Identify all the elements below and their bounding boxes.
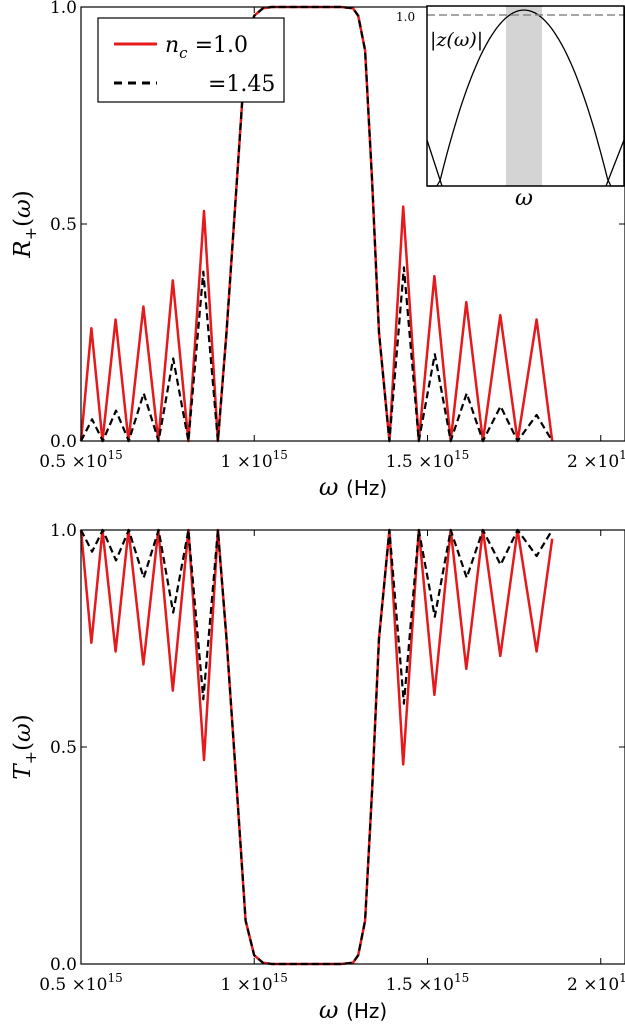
- legend: nc =1.0 =1.45: [97, 17, 285, 103]
- legend-box: [97, 17, 285, 103]
- x-tick-label: 2 ×1015: [567, 971, 625, 995]
- y-tick-label: 0.0: [50, 432, 77, 452]
- legend-label-nc-1-45: =1.45: [208, 72, 275, 97]
- y-tick-label: 1.0: [50, 521, 77, 541]
- inset-curve-left-branch: [426, 139, 443, 187]
- inset-xlabel: ω: [515, 186, 533, 211]
- x-tick-label: 0.5 ×1015: [39, 971, 123, 995]
- legend-label-nc-1-0: nc =1.0: [165, 33, 248, 62]
- x-tick-label: 2 ×1015: [567, 448, 625, 472]
- inset-curve-right-branch: [605, 139, 625, 187]
- y-tick-label: 0.5: [50, 738, 77, 758]
- inset-frame: [426, 5, 625, 187]
- x-axis-label: ω (Hz): [319, 473, 387, 501]
- inset: 1.0 |z(ω)| ω: [396, 5, 625, 211]
- y-tick-label: 0.0: [50, 955, 77, 975]
- reflectance-panel: 0.0 0.5 1.0 0.5 ×1015 1 ×1015 1.5 ×1015 2 ×101…: [10, 0, 625, 501]
- y-tick-label: 0.5: [50, 215, 77, 235]
- x-tick-label: 1 ×1015: [221, 448, 288, 472]
- x-tick-label: 1.5 ×1015: [386, 971, 470, 995]
- y-tick-label: 1.0: [50, 0, 77, 18]
- inset-shaded-band: [506, 6, 542, 186]
- y-axis-label: R+(ω): [10, 190, 40, 258]
- inset-curve: [427, 9, 624, 187]
- series-line-nc-1-0: [79, 528, 554, 966]
- x-axis-label: ω (Hz): [319, 996, 387, 1024]
- inset-ytick-label: 1.0: [396, 10, 415, 24]
- inset-ylabel: |z(ω)|: [430, 29, 483, 51]
- y-axis-label: T+(ω): [10, 714, 40, 779]
- x-tick-label: 1 ×1015: [221, 971, 288, 995]
- x-tick-label: 0.5 ×1015: [39, 448, 123, 472]
- x-tick-label: 1.5 ×1015: [386, 448, 470, 472]
- transmittance-panel: 0.0 0.5 1.0 0.5 ×1015 1 ×1015 1.5 ×1015 2 ×101…: [10, 521, 625, 1024]
